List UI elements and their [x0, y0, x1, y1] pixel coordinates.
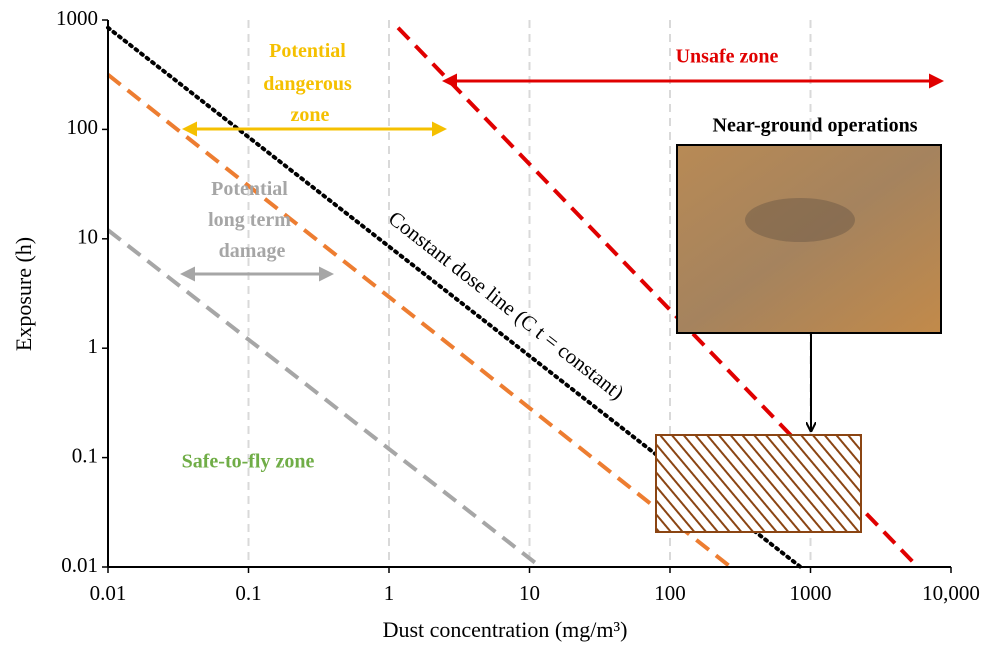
series-line [108, 75, 731, 567]
annotation: Potential long term damage [208, 178, 296, 262]
annotation: Safe-to-fly zone [182, 451, 315, 473]
x-tick-label: 0.1 [235, 581, 261, 605]
x-tick-label: 10 [519, 581, 540, 605]
annotation-line: damage [219, 240, 286, 262]
y-tick-label: 0.1 [72, 443, 98, 467]
annotation-line: long term [208, 209, 291, 231]
annotation: Constant dose line (C t = constant) [384, 206, 629, 405]
hatched-zone [656, 435, 861, 532]
annotation-line: Potential [269, 40, 346, 62]
x-tick-label: 1000 [790, 581, 832, 605]
annotation-line: zone [291, 104, 330, 126]
chart: Potential dangerous zone Unsafe zone Pot… [0, 0, 995, 653]
page: {"chart_data": { "type": "line", "x_labe… [0, 0, 995, 653]
y-tick-label: 1000 [56, 6, 98, 30]
annotation: Unsafe zone [676, 46, 779, 68]
x-tick-label: 10,000 [922, 581, 980, 605]
annotation: Potential dangerous zone [263, 40, 357, 126]
y-axis-title: Exposure (h) [11, 237, 36, 351]
y-tick-label: 1 [88, 334, 99, 358]
annotation: Near-ground operations [713, 115, 918, 137]
photo-helicopter [745, 198, 855, 242]
x-tick-label: 100 [654, 581, 686, 605]
y-tick-label: 0.01 [61, 553, 98, 577]
x-tick-label: 1 [384, 581, 395, 605]
x-tick-label: 0.01 [90, 581, 127, 605]
x-axis-title: Dust concentration (mg/m³) [383, 617, 628, 642]
annotation-line: dangerous [263, 73, 352, 95]
y-tick-label: 10 [77, 225, 98, 249]
y-tick-label: 100 [67, 115, 99, 139]
annotation-line: Potential [211, 178, 288, 200]
